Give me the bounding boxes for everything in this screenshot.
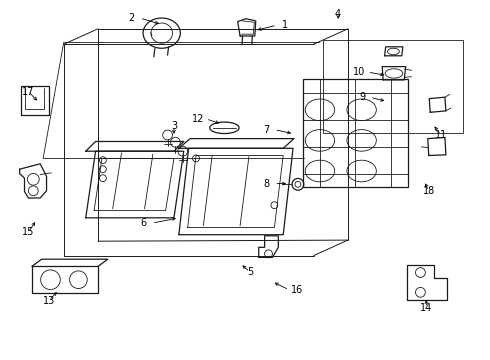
Text: 8: 8	[263, 179, 270, 189]
Text: 4: 4	[335, 9, 341, 19]
Text: 13: 13	[43, 296, 55, 306]
Text: 9: 9	[359, 92, 365, 102]
Text: 6: 6	[141, 218, 147, 228]
Text: 17: 17	[22, 87, 35, 97]
Text: 3: 3	[171, 121, 177, 131]
Text: 11: 11	[435, 130, 447, 140]
Bar	[323, 40, 463, 133]
Text: 14: 14	[420, 303, 433, 313]
Text: 18: 18	[423, 186, 435, 196]
Text: 10: 10	[353, 67, 366, 77]
Text: 16: 16	[291, 285, 303, 295]
Text: 12: 12	[192, 114, 204, 124]
Text: 1: 1	[282, 20, 288, 30]
Text: 15: 15	[22, 227, 35, 237]
Text: 2: 2	[128, 13, 135, 23]
Bar	[303, 79, 408, 187]
Text: 5: 5	[247, 267, 253, 277]
Text: 7: 7	[263, 125, 270, 135]
